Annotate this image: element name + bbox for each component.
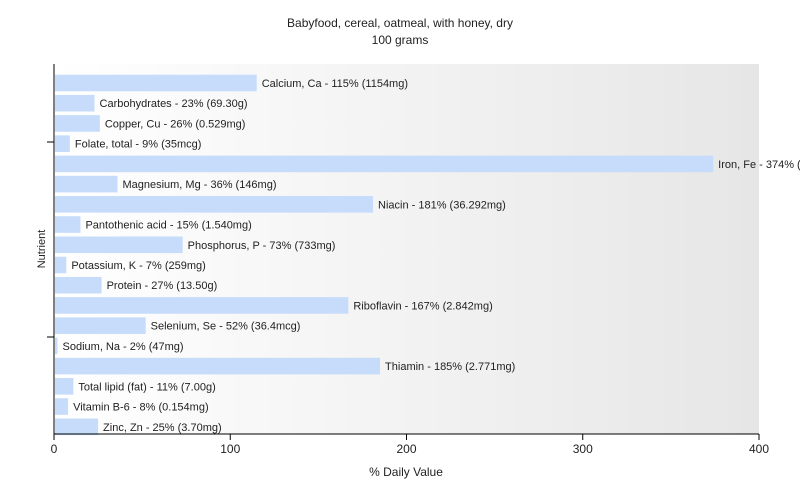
bar-label: Calcium, Ca - 115% (1154mg) xyxy=(262,78,408,90)
x-tick-label: 200 xyxy=(396,442,416,456)
bar xyxy=(55,94,95,112)
bar xyxy=(55,155,714,173)
bar-label: Folate, total - 9% (35mcg) xyxy=(75,139,202,151)
x-tick-label: 0 xyxy=(51,442,58,456)
bar xyxy=(55,398,69,415)
bar-label: Zinc, Zn - 25% (3.70mg) xyxy=(103,422,222,434)
bar xyxy=(55,196,374,213)
bar-label: Copper, Cu - 26% (0.529mg) xyxy=(105,118,246,130)
bar-label: Pantothenic acid - 15% (1.540mg) xyxy=(85,220,251,232)
bar xyxy=(55,357,381,375)
bar xyxy=(55,317,146,334)
y-axis-label: Nutrient xyxy=(36,230,48,269)
bar-series xyxy=(55,74,714,436)
bar-label: Vitamin B-6 - 8% (0.154mg) xyxy=(73,402,209,414)
bar xyxy=(55,418,99,436)
x-axis-ticks: 0 100 200 300 400 xyxy=(51,434,769,456)
bar xyxy=(55,175,118,193)
bar xyxy=(55,216,81,233)
bar-label: Total lipid (fat) - 11% (7.00g) xyxy=(78,381,215,393)
bar-label: Potassium, K - 7% (259mg) xyxy=(71,260,206,272)
bar-label: Carbohydrates - 23% (69.30g) xyxy=(100,98,248,110)
bar xyxy=(55,236,183,254)
x-tick-label: 400 xyxy=(749,442,769,456)
bar-label: Magnesium, Mg - 36% (146mg) xyxy=(122,179,276,191)
bar xyxy=(55,135,70,152)
bar-label: Riboflavin - 167% (2.842mg) xyxy=(353,300,492,312)
bar-label: Selenium, Se - 52% (36.4mcg) xyxy=(151,321,301,333)
x-tick-label: 100 xyxy=(220,442,240,456)
bar xyxy=(55,115,100,132)
x-tick-label: 300 xyxy=(573,442,593,456)
bar-label: Iron, Fe - 374% (67.23mg) xyxy=(718,159,800,171)
bar-label: Phosphorus, P - 73% (733mg) xyxy=(188,240,336,252)
bar-label: Sodium, Na - 2% (47mg) xyxy=(63,341,184,353)
bar xyxy=(55,74,257,92)
chart-subtitle: 100 grams xyxy=(372,33,429,47)
bar xyxy=(55,337,58,355)
bar xyxy=(55,256,67,274)
bar-label: Niacin - 181% (36.292mg) xyxy=(378,199,506,211)
bar-label: Protein - 27% (13.50g) xyxy=(107,280,218,292)
x-axis-label: % Daily Value xyxy=(369,465,443,479)
bar-label-group: Calcium, Ca - 115% (1154mg) Carbohydrates… xyxy=(63,78,800,434)
bar xyxy=(55,297,349,314)
bar xyxy=(55,378,74,395)
chart-title: Babyfood, cereal, oatmeal, with honey, d… xyxy=(287,16,513,30)
bar-label: Thiamin - 185% (2.771mg) xyxy=(385,361,515,373)
bar xyxy=(55,276,102,294)
